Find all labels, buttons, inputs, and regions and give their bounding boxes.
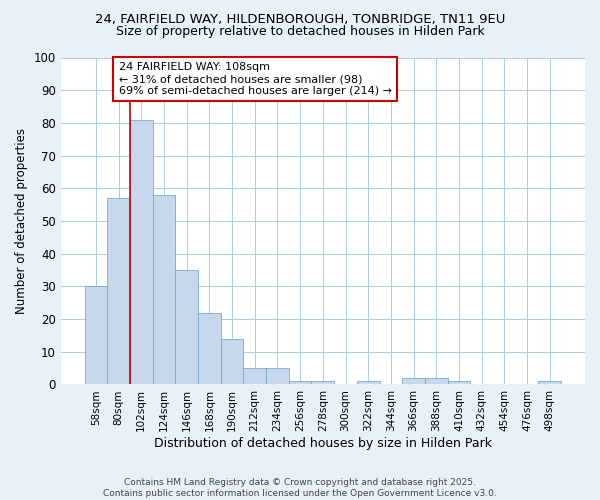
Bar xyxy=(130,120,152,384)
Bar xyxy=(266,368,289,384)
X-axis label: Distribution of detached houses by size in Hilden Park: Distribution of detached houses by size … xyxy=(154,437,492,450)
Bar xyxy=(311,381,334,384)
Bar xyxy=(289,381,311,384)
Bar xyxy=(357,381,380,384)
Text: 24 FAIRFIELD WAY: 108sqm
← 31% of detached houses are smaller (98)
69% of semi-d: 24 FAIRFIELD WAY: 108sqm ← 31% of detach… xyxy=(119,62,392,96)
Bar xyxy=(85,286,107,384)
Y-axis label: Number of detached properties: Number of detached properties xyxy=(15,128,28,314)
Bar xyxy=(402,378,425,384)
Bar xyxy=(538,381,561,384)
Text: 24, FAIRFIELD WAY, HILDENBOROUGH, TONBRIDGE, TN11 9EU: 24, FAIRFIELD WAY, HILDENBOROUGH, TONBRI… xyxy=(95,12,505,26)
Bar xyxy=(175,270,198,384)
Bar xyxy=(448,381,470,384)
Text: Contains HM Land Registry data © Crown copyright and database right 2025.
Contai: Contains HM Land Registry data © Crown c… xyxy=(103,478,497,498)
Bar xyxy=(244,368,266,384)
Bar xyxy=(221,338,244,384)
Bar xyxy=(425,378,448,384)
Bar xyxy=(107,198,130,384)
Bar xyxy=(198,312,221,384)
Bar xyxy=(152,195,175,384)
Text: Size of property relative to detached houses in Hilden Park: Size of property relative to detached ho… xyxy=(116,25,484,38)
